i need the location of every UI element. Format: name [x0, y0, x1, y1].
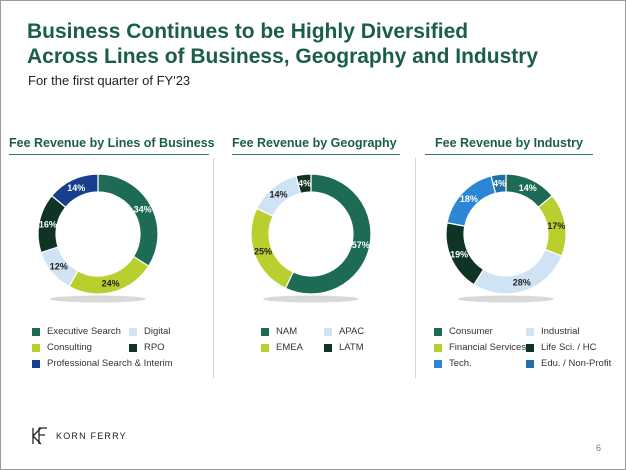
- donut-chart-geography: 57% 25% 14% 4%: [250, 173, 372, 303]
- legend-swatch: [129, 327, 137, 336]
- legend-label: LATM: [339, 342, 364, 353]
- legend-label: Executive Search: [47, 326, 121, 337]
- legend-swatch: [32, 343, 40, 352]
- legend-item-life-sci-hc: Life Sci. / HC: [526, 342, 596, 353]
- chart-title-geography: Fee Revenue by Geography: [232, 136, 397, 150]
- legend-swatch: [526, 327, 534, 336]
- chart-title-industry: Fee Revenue by Industry: [435, 136, 583, 150]
- legend-item-apac: APAC: [324, 326, 364, 337]
- legend-swatch: [32, 327, 40, 336]
- legend-swatch: [434, 343, 442, 352]
- donut-chart-industry: 14% 17% 28% 19% 18% 4%: [445, 173, 567, 303]
- page-number: 6: [595, 443, 601, 453]
- data-label-tech: 18%: [460, 194, 478, 204]
- data-label-edu-non-profit: 4%: [493, 178, 506, 188]
- title-line-2: Across Lines of Business, Geography and …: [27, 45, 539, 68]
- donut-shadow: [263, 295, 359, 303]
- page-title: Business Continues to be Highly Diversif…: [27, 19, 607, 69]
- data-label-digital: 12%: [50, 262, 68, 272]
- legend-item-edu-non-profit: Edu. / Non-Profit: [526, 358, 611, 369]
- brand-name: KORN FERRY: [56, 431, 127, 441]
- data-label-life-sci-hc: 19%: [450, 249, 468, 259]
- legend-item-nam: NAM: [261, 326, 297, 337]
- title-line-1: Business Continues to be Highly Diversif…: [27, 20, 469, 43]
- chart-title-lines-of-business: Fee Revenue by Lines of Business: [9, 136, 215, 150]
- legend-label: Tech.: [449, 358, 472, 369]
- legend-item-emea: EMEA: [261, 342, 303, 353]
- legend-swatch: [324, 343, 332, 352]
- chart-title-rule: [232, 154, 400, 155]
- legend-label: APAC: [339, 326, 365, 337]
- donut-shadow: [458, 295, 554, 303]
- page-subtitle: For the first quarter of FY'23: [28, 73, 191, 88]
- data-label-rpo: 16%: [39, 219, 57, 229]
- legend-label: Edu. / Non-Profit: [541, 358, 612, 369]
- legend-swatch: [261, 343, 269, 352]
- legend-item-financial-services: Financial Services: [434, 342, 526, 353]
- data-label-professional-search-interim: 14%: [67, 183, 85, 193]
- legend-item-latm: LATM: [324, 342, 364, 353]
- legend-item-professional-search: Professional Search & Interim: [32, 358, 173, 369]
- data-label-consumer: 14%: [519, 183, 537, 193]
- data-label-industrial: 28%: [513, 278, 531, 288]
- donut-slice-executive-search: [97, 173, 159, 267]
- legend-item-industrial: Industrial: [526, 326, 580, 337]
- donut-chart-lines-of-business: 34% 24% 12% 16% 14%: [37, 173, 159, 303]
- panel-divider: [213, 158, 214, 378]
- legend-swatch: [526, 343, 534, 352]
- donut-slice-edu-non-profit: [490, 173, 507, 195]
- legend-label: Consumer: [449, 326, 493, 337]
- panel-divider: [415, 158, 416, 378]
- legend-label: Digital: [144, 326, 171, 337]
- korn-ferry-logo-icon: [32, 427, 47, 445]
- donut-slice-latm: [295, 173, 312, 195]
- legend-swatch: [526, 359, 534, 368]
- legend-swatch: [32, 359, 40, 368]
- legend-swatch: [261, 327, 269, 336]
- legend-label: EMEA: [276, 342, 303, 353]
- legend-label: Industrial: [541, 326, 580, 337]
- legend-label: Consulting: [47, 342, 92, 353]
- data-label-executive-search: 34%: [134, 204, 152, 214]
- data-label-consulting: 24%: [102, 278, 120, 288]
- data-label-nam: 57%: [352, 240, 370, 250]
- legend-label: RPO: [144, 342, 165, 353]
- legend-item-executive-search: Executive Search: [32, 326, 121, 337]
- legend-item-tech: Tech.: [434, 358, 472, 369]
- legend-item-rpo: RPO: [129, 342, 165, 353]
- legend-item-consumer: Consumer: [434, 326, 493, 337]
- brand-logo: KORN FERRY: [30, 426, 127, 446]
- legend-label: NAM: [276, 326, 298, 337]
- donut-slice-nam: [284, 173, 372, 295]
- donut-shadow: [50, 295, 146, 303]
- legend-swatch: [434, 359, 442, 368]
- chart-title-rule: [9, 154, 209, 155]
- legend-label: Life Sci. / HC: [541, 342, 597, 353]
- legend-swatch: [324, 327, 332, 336]
- data-label-latm: 4%: [298, 178, 311, 188]
- legend-swatch: [434, 327, 442, 336]
- donut-slice-professional-search-interim: [50, 173, 99, 209]
- data-label-apac: 14%: [269, 190, 287, 200]
- legend-swatch: [129, 343, 137, 352]
- legend-label: Professional Search & Interim: [47, 358, 173, 369]
- legend-item-digital: Digital: [129, 326, 170, 337]
- legend-label: Financial Services: [449, 342, 527, 353]
- chart-title-rule: [425, 154, 593, 155]
- data-label-financial-services: 17%: [547, 221, 565, 231]
- data-label-emea: 25%: [254, 246, 272, 256]
- legend-item-consulting: Consulting: [32, 342, 92, 353]
